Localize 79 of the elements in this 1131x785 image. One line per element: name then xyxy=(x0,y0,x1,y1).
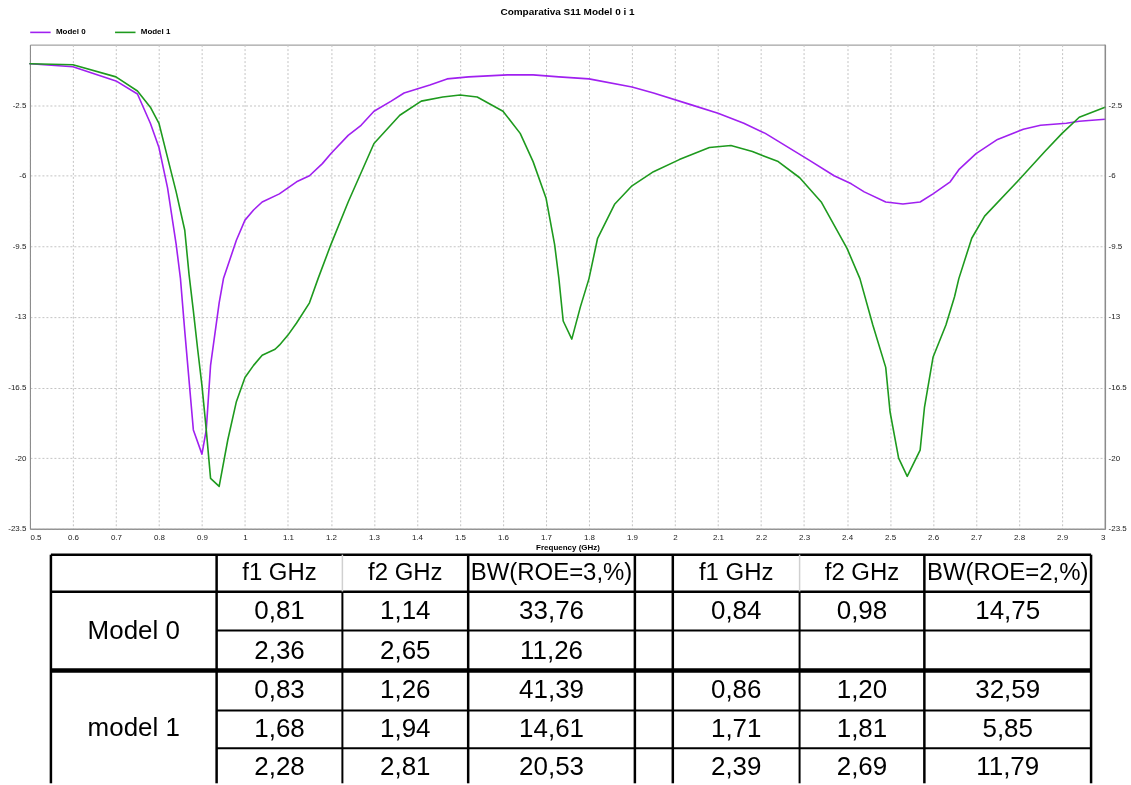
x-tick-label: 2.8 xyxy=(1014,533,1026,543)
y-tick-label: -9.5 xyxy=(12,241,28,251)
x-axis-title: Frequency (GHz) xyxy=(536,543,601,553)
text: 0,83 xyxy=(254,675,305,704)
category-label: f2 GHz xyxy=(824,558,900,586)
x-tick-label: 2.2 xyxy=(755,533,768,543)
x-tick-label: 1.1 xyxy=(282,533,295,543)
x-tick-label: 2.9 xyxy=(1057,533,1069,543)
text: 1,81 xyxy=(836,714,888,743)
text: 14,61 xyxy=(519,714,584,743)
text: 20,53 xyxy=(519,752,584,781)
y2-tick-label: -13 xyxy=(1108,312,1121,322)
text: 1,68 xyxy=(254,714,305,743)
category-label: f1 GHz xyxy=(698,558,774,586)
x-tick-label: 1.6 xyxy=(497,533,510,543)
text: 1,14 xyxy=(380,596,431,625)
x-tick-label: 2.7 xyxy=(970,533,983,543)
text: 0,81 xyxy=(254,596,305,625)
legend-label: Model 0 xyxy=(55,27,87,37)
text: 2,69 xyxy=(836,752,888,781)
category-label: Model 0 xyxy=(87,616,180,645)
x-tick-label: 3 xyxy=(1101,533,1107,543)
text: 0,84 xyxy=(710,596,762,625)
text: 2,28 xyxy=(254,752,305,781)
text: 11,79 xyxy=(976,752,1040,781)
text: 11,26 xyxy=(520,635,584,664)
x-tick-label: 0.5 xyxy=(30,533,43,543)
x-tick-label: 1.5 xyxy=(454,533,467,543)
y-tick-label: -13 xyxy=(14,312,28,322)
y2-tick-label: -23.5 xyxy=(1108,524,1128,534)
category-label: BW(ROE=3,%) xyxy=(470,558,633,586)
text: 0,98 xyxy=(836,596,888,625)
y-tick-label: -23.5 xyxy=(8,524,28,534)
category-label: model 1 xyxy=(87,713,180,742)
x-tick-label: 1.9 xyxy=(626,533,639,543)
text: 2,65 xyxy=(380,635,431,664)
x-tick-label: 2.6 xyxy=(927,533,940,543)
category-label: f1 GHz xyxy=(242,558,317,586)
text: 33,76 xyxy=(519,596,584,625)
y2-tick-label: -20 xyxy=(1108,453,1121,463)
legend-label: Model 1 xyxy=(140,27,171,37)
x-tick-label: 2.1 xyxy=(712,533,725,543)
x-tick-label: 1.7 xyxy=(540,533,553,543)
y-tick-label: -6 xyxy=(19,171,28,181)
x-tick-label: 2 xyxy=(673,533,679,543)
x-tick-label: 0.8 xyxy=(153,533,166,543)
x-tick-label: 2.5 xyxy=(884,533,897,543)
x-tick-label: 0.6 xyxy=(67,533,80,543)
chart-title: Comparativa S11 Model 0 i 1 xyxy=(500,6,635,18)
text: 1,26 xyxy=(380,675,431,704)
x-tick-label: 1.4 xyxy=(411,533,424,543)
text: 2,81 xyxy=(380,752,431,781)
y2-tick-label: -9.5 xyxy=(1108,241,1123,251)
text: 41,39 xyxy=(519,675,584,704)
text: 1,94 xyxy=(380,714,431,743)
text: 2,39 xyxy=(710,752,762,781)
y2-tick-label: -6 xyxy=(1108,171,1117,181)
category-label: BW(ROE=2,%) xyxy=(926,558,1089,586)
text: 0,86 xyxy=(710,675,762,704)
x-tick-label: 1.2 xyxy=(325,533,338,543)
x-tick-label: 0.9 xyxy=(196,533,209,543)
text: 14,75 xyxy=(975,596,1041,625)
x-tick-label: 2.4 xyxy=(841,533,854,543)
x-tick-label: 0.7 xyxy=(110,533,123,543)
x-tick-label: 2.3 xyxy=(798,533,811,543)
text: 1,71 xyxy=(710,714,762,743)
y-tick-label: -20 xyxy=(14,453,28,463)
y-tick-label: -2.5 xyxy=(12,100,28,110)
category-label: f2 GHz xyxy=(368,558,443,586)
y2-tick-label: -2.5 xyxy=(1108,100,1123,110)
x-tick-label: 1.3 xyxy=(368,533,381,543)
text: 5,85 xyxy=(982,714,1033,743)
text: 1,20 xyxy=(836,675,888,704)
y2-tick-label: -16.5 xyxy=(1108,383,1128,393)
x-tick-label: 1.8 xyxy=(583,533,596,543)
x-tick-label: 1 xyxy=(243,533,249,543)
text: 2,36 xyxy=(254,635,305,664)
text: 32,59 xyxy=(975,675,1041,704)
y-tick-label: -16.5 xyxy=(8,383,28,393)
